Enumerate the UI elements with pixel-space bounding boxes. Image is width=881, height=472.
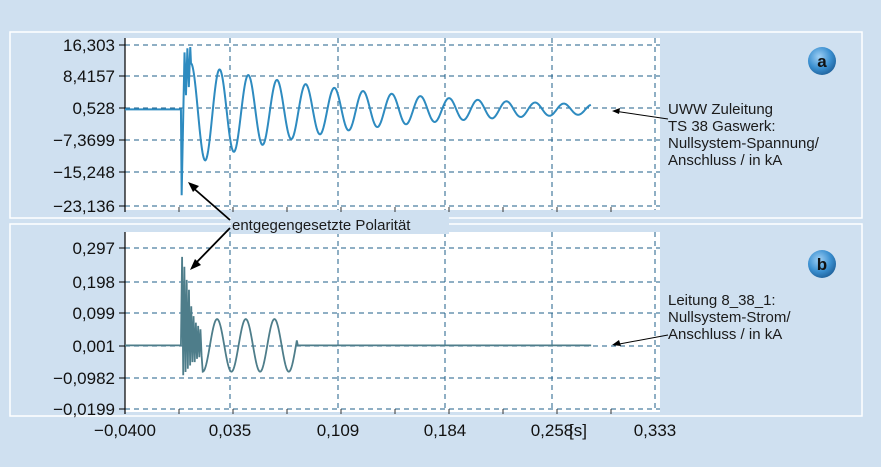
y-tick-labels-b: 0,297 0,198 0,099 0,001 −0,0982 −0,0199 <box>53 239 115 419</box>
y-tick-label-a: −23,136 <box>53 197 115 216</box>
y-tick-label-b: 0,297 <box>72 239 115 258</box>
polarity-label: entgegengesetzte Polarität <box>232 217 411 234</box>
annotation-b-arrowhead <box>612 340 621 346</box>
panel-b-badge: b <box>808 250 836 278</box>
x-tick-label: 0,258 <box>531 421 574 440</box>
polarity-arrowhead-down <box>190 259 201 270</box>
annotation-a-arrowhead <box>612 108 620 114</box>
panel-a-badge-label: a <box>817 52 827 71</box>
plot-area-b <box>125 232 660 412</box>
y-tick-label-b: 0,001 <box>72 337 115 356</box>
x-tick-label: −0,0400 <box>94 421 156 440</box>
annotation-b-line-3: Anschluss / in kA <box>668 326 782 343</box>
x-tick-label: 0,184 <box>424 421 467 440</box>
x-unit-label: [s] <box>569 421 587 440</box>
annotation-a: UWW Zuleitung TS 38 Gaswerk: Nullsystem-… <box>612 101 820 169</box>
annotation-a-line-2: TS 38 Gaswerk: <box>668 118 776 135</box>
annotation-a-line-3: Nullsystem-Spannung/ <box>668 135 820 152</box>
annotation-a-leader <box>613 110 669 120</box>
series-line-a <box>125 47 592 196</box>
annotation-a-line-1: UWW Zuleitung <box>668 101 773 118</box>
annotation-b: Leitung 8_38_1: Nullsystem-Strom/ Anschl… <box>612 292 791 346</box>
annotation-b-leader <box>613 334 669 346</box>
polarity-arrow-down <box>192 227 231 267</box>
annotation-b-line-1: Leitung 8_38_1: <box>668 292 776 309</box>
polarity-arrowhead-up <box>188 182 199 192</box>
y-tick-label-a: 0,528 <box>72 99 115 118</box>
polarity-arrow-up <box>190 185 231 221</box>
y-tick-label-a: 16,303 <box>63 36 115 55</box>
annotation-b-line-2: Nullsystem-Strom/ <box>668 309 791 326</box>
polarity-annotation: entgegengesetzte Polarität <box>188 182 449 270</box>
y-tick-label-b: −0,0982 <box>53 369 115 388</box>
y-tick-label-b: 0,099 <box>72 304 115 323</box>
y-tick-label-a: −15,248 <box>53 163 115 182</box>
y-tick-labels-a: 16,303 8,4157 0,528 −7,3699 −15,248 −23,136 <box>53 36 115 216</box>
x-tick-label: 0,109 <box>317 421 360 440</box>
grid-b <box>119 232 660 414</box>
y-tick-label-b: −0,0199 <box>53 400 115 419</box>
y-tick-label-a: −7,3699 <box>53 131 115 150</box>
y-tick-label-b: 0,198 <box>72 273 115 292</box>
x-tick-label: 0,035 <box>209 421 252 440</box>
annotation-a-line-4: Anschluss / in kA <box>668 152 782 169</box>
plot-area-a <box>125 38 660 210</box>
polarity-label-bg <box>231 216 449 234</box>
x-tick-labels: −0,0400 0,035 0,109 0,184 0,258 0,333 <box>94 421 676 440</box>
panel-a-badge: a <box>808 47 836 75</box>
x-tick-label: 0,333 <box>634 421 677 440</box>
y-tick-label-a: 8,4157 <box>63 67 115 86</box>
series-line-b <box>125 256 592 376</box>
panel-b-badge-label: b <box>817 255 827 274</box>
